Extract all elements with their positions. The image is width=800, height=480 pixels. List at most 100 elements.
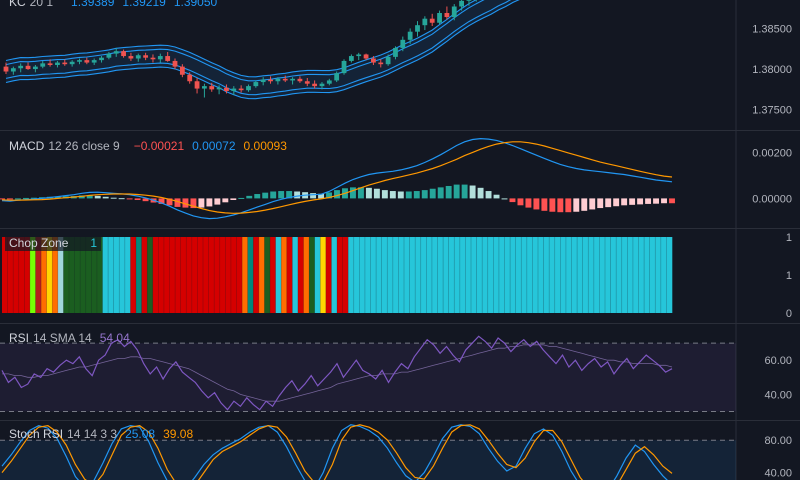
- macd-histogram-bar: [182, 198, 189, 208]
- macd-histogram-bar: [565, 198, 572, 213]
- chop-zone-column: [431, 237, 438, 313]
- macd-histogram-bar: [613, 198, 620, 207]
- candle-body: [150, 57, 156, 60]
- macd-histogram-bar: [597, 198, 604, 209]
- macd-histogram-bar: [493, 194, 500, 199]
- chop-zone-column: [303, 237, 310, 313]
- macd-histogram-bar: [629, 198, 636, 205]
- chop-zone-column: [141, 237, 148, 313]
- chop-zone-column: [487, 237, 494, 313]
- macd-signal-line: [1, 141, 673, 214]
- candle-body: [400, 39, 406, 48]
- chop-zone-column: [370, 237, 377, 313]
- candle-body: [32, 66, 38, 70]
- chop-zone-column: [52, 237, 59, 313]
- chop-zone-column: [610, 237, 617, 313]
- chop-zone-column: [203, 237, 209, 313]
- price-tick-label: 1.37500: [752, 105, 792, 117]
- chop-zone-column: [230, 237, 237, 313]
- rsi-value: 54.04: [99, 331, 130, 345]
- candle-body: [106, 53, 112, 58]
- macd-histogram-bar: [14, 198, 21, 200]
- candle-body: [348, 56, 354, 61]
- rsi-legend[interactable]: RSI 14 SMA 14 54.04: [9, 331, 130, 345]
- candle-body: [113, 51, 119, 54]
- stoch-legend[interactable]: Stoch RSI 14 14 3 3 25.08 39.08: [9, 427, 193, 441]
- candle-body: [341, 60, 347, 74]
- macd-histogram-bar: [94, 195, 101, 199]
- macd-histogram-bar: [357, 187, 364, 199]
- chop-zone-column: [325, 237, 332, 313]
- chop-zone-column: [409, 237, 416, 313]
- macd-histogram-bar: [86, 195, 93, 199]
- kc-params: 20 1: [29, 0, 54, 9]
- candle-body: [290, 78, 295, 81]
- macd-histogram-bar: [389, 191, 396, 199]
- candle-body: [407, 31, 413, 40]
- chop-zone-column: [281, 237, 288, 313]
- chop-zone-column: [214, 237, 221, 313]
- macd-histogram-bar: [254, 194, 261, 199]
- chop-zone-column: [2, 237, 8, 313]
- candle-body: [444, 13, 450, 18]
- chop-zone-column: [448, 237, 455, 313]
- macd-histogram-bar: [318, 193, 325, 199]
- candle-body: [334, 73, 340, 81]
- chop-zone-column: [443, 237, 449, 313]
- chop-zone-column: [96, 237, 103, 313]
- candle-body: [91, 60, 97, 63]
- candle-body: [312, 83, 318, 87]
- chop-zone-column: [348, 237, 355, 313]
- chop-zone-column: [644, 237, 650, 313]
- macd-histogram-bar: [22, 197, 29, 199]
- chop-zone-column: [593, 237, 600, 313]
- chop-zone-column: [35, 237, 42, 313]
- macd-histogram-bar: [653, 198, 660, 204]
- macd-histogram-bar: [30, 197, 37, 199]
- price-tick-label: 1.38000: [752, 64, 792, 76]
- candle-body: [415, 25, 420, 32]
- stoch-params: 14 14 3 3: [67, 427, 118, 441]
- macd-histogram-bar: [222, 198, 229, 203]
- chop-name: Chop Zone: [9, 236, 69, 250]
- macd-histogram-bar: [158, 198, 165, 204]
- macd-histogram-bar: [0, 198, 5, 200]
- macd-histogram-bar: [637, 198, 644, 205]
- chop-zone-column: [538, 237, 544, 313]
- chop-zone-column: [426, 237, 433, 313]
- macd-histogram-bar: [334, 190, 340, 199]
- candle-body: [209, 86, 215, 90]
- candle-body: [231, 88, 237, 91]
- chop-zone-column: [253, 237, 260, 313]
- candle-body: [77, 60, 82, 62]
- kc-band-fill: [6, 0, 519, 99]
- macd-histogram-bar: [166, 198, 173, 206]
- chop-zone-column: [247, 237, 254, 313]
- chop-zone-column: [124, 237, 131, 313]
- chop-zone-column: [186, 237, 193, 313]
- candle-body: [260, 79, 266, 83]
- macd-name: MACD: [9, 139, 45, 153]
- macd-line-value: 0.00072: [192, 139, 236, 153]
- chop-zone-column: [191, 237, 198, 313]
- chop-zone-column: [130, 237, 137, 313]
- chop-zone-column: [599, 237, 606, 313]
- macd-histogram-bar: [589, 198, 596, 210]
- pane-4-background: [0, 421, 800, 480]
- stoch-band-fill: [0, 440, 736, 480]
- chop-legend[interactable]: Chop Zone 1: [5, 235, 102, 251]
- chop-zone-column: [113, 237, 120, 313]
- chop-zone-column: [337, 237, 343, 313]
- rsi-band-fill: [0, 343, 736, 412]
- chop-zone-column: [264, 237, 271, 313]
- chop-zone-column: [493, 237, 500, 313]
- candle-body: [84, 60, 90, 63]
- macd-histogram-bar: [509, 198, 516, 203]
- candle-body: [194, 81, 200, 89]
- kc-legend[interactable]: KC 20 1 1.39389 1.39219 1.39050: [9, 0, 217, 9]
- chop-zone-column: [476, 237, 483, 313]
- chop-zone-column: [69, 237, 75, 313]
- macd-histogram-bar: [54, 196, 61, 199]
- macd-legend[interactable]: MACD 12 26 close 9 −0.00021 0.00072 0.00093: [9, 139, 287, 153]
